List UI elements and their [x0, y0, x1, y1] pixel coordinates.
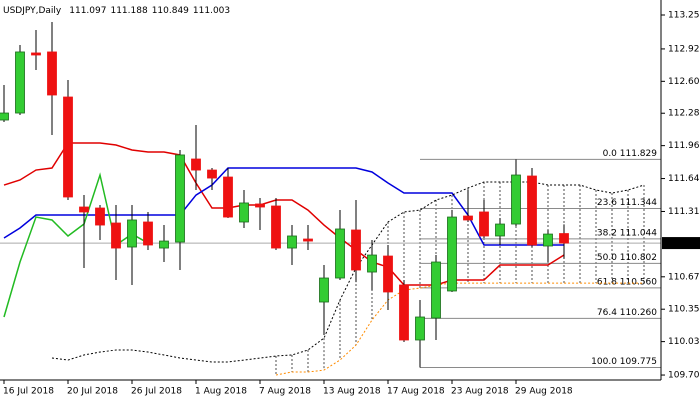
- candle-body: [287, 235, 297, 249]
- header-high: 111.188: [110, 6, 147, 16]
- candle-body: [447, 216, 457, 292]
- x-tick-label: 29 Aug 2018: [515, 387, 573, 397]
- chart-header: USDJPY,Daily 111.097 111.188 110.849 111.003: [3, 6, 230, 16]
- current-price-label: 111.003: [666, 239, 700, 249]
- candle-body: [79, 206, 89, 213]
- candle-body: [175, 154, 185, 243]
- y-tick-label: 112.285: [668, 109, 700, 119]
- candle-body: [351, 229, 361, 271]
- candle-body: [127, 219, 137, 248]
- candle-body: [207, 169, 217, 179]
- candle-body: [111, 222, 121, 249]
- fib-label: 23.6 111.344: [597, 198, 657, 208]
- candle-body: [255, 203, 265, 208]
- candle-body: [15, 51, 25, 114]
- indicator-line: [3, 172, 149, 318]
- y-tick-label: 113.255: [668, 10, 700, 20]
- candle-body: [159, 240, 169, 249]
- fib-label: 38.2 111.044: [597, 228, 657, 238]
- fib-label: 0.0 111.829: [603, 149, 658, 159]
- y-tick-label: 111.640: [668, 174, 700, 184]
- x-tick-label: 1 Aug 2018: [195, 387, 247, 397]
- candle-body: [543, 233, 553, 247]
- candle-body: [399, 284, 409, 341]
- candle-body: [335, 228, 345, 279]
- indicator-line: [275, 282, 644, 376]
- x-tick-label: 13 Aug 2018: [323, 387, 381, 397]
- candle-body: [0, 112, 9, 121]
- candle-body: [95, 207, 105, 226]
- x-tick-label: 16 Jul 2018: [3, 387, 54, 397]
- candle-body: [431, 261, 441, 319]
- plot-area: 0.0 111.829 23.6 111.344 38.2 111.044 50.0 …: [0, 21, 661, 376]
- x-tick-label: 17 Aug 2018: [387, 387, 445, 397]
- y-tick-label: 112.600: [668, 77, 700, 87]
- candle-body: [527, 175, 537, 246]
- y-tick-label: 111.315: [668, 207, 700, 217]
- candle-body: [415, 316, 425, 341]
- header-close: 111.003: [193, 6, 230, 16]
- candle-body: [191, 158, 201, 171]
- x-tick-label: 26 Jul 2018: [131, 387, 182, 397]
- fib-label: 61.8 110.560: [597, 277, 657, 287]
- x-tick-label: 7 Aug 2018: [259, 387, 311, 397]
- current-price-box: [662, 237, 700, 250]
- y-tick-label: 111.965: [668, 141, 700, 151]
- candle-body: [239, 202, 249, 223]
- candle-body: [383, 255, 393, 293]
- y-tick-label: 110.350: [668, 305, 700, 315]
- candle-body: [559, 233, 569, 244]
- candle-body: [479, 211, 489, 237]
- y-tick-label: 110.670: [668, 272, 700, 282]
- candle-body: [271, 205, 281, 249]
- header-open: 111.097: [69, 6, 106, 16]
- candle-body: [223, 176, 233, 218]
- header-low: 110.849: [152, 6, 189, 16]
- fib-label: 100.0 109.775: [591, 357, 657, 367]
- chart-title: USDJPY,Daily: [3, 6, 62, 16]
- y-tick-label: 110.030: [668, 337, 700, 347]
- candle-body: [495, 223, 505, 237]
- candle-body: [511, 174, 521, 225]
- candle-body: [143, 221, 153, 246]
- candle-body: [463, 215, 473, 221]
- candle-body: [47, 51, 57, 96]
- fib-label: 50.0 110.802: [597, 253, 657, 263]
- candle-body: [31, 52, 41, 56]
- candle-body: [303, 238, 313, 242]
- candle-body: [63, 96, 73, 198]
- fib-label: 76.4 110.260: [597, 308, 657, 318]
- indicator-line: [51, 181, 645, 363]
- x-tick-label: 23 Aug 2018: [451, 387, 509, 397]
- indicator-line: [3, 142, 565, 286]
- candle-body: [367, 254, 377, 273]
- candle-body: [319, 277, 329, 303]
- y-tick-label: 109.700: [668, 371, 700, 381]
- x-tick-label: 20 Jul 2018: [67, 387, 118, 397]
- y-tick-label: 112.920: [668, 44, 700, 54]
